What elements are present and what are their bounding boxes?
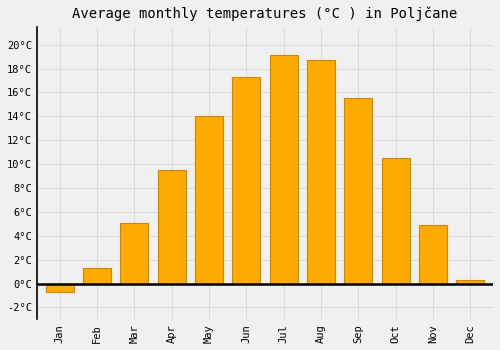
- Bar: [270, 55, 297, 284]
- Bar: [307, 60, 335, 284]
- Title: Average monthly temperatures (°C ) in Poljčane: Average monthly temperatures (°C ) in Po…: [72, 7, 458, 21]
- Bar: [120, 223, 148, 284]
- Bar: [83, 268, 111, 284]
- Bar: [344, 98, 372, 284]
- Bar: [419, 225, 447, 284]
- Bar: [456, 280, 484, 284]
- Bar: [158, 170, 186, 284]
- Bar: [382, 158, 409, 284]
- Bar: [232, 77, 260, 284]
- Bar: [195, 116, 223, 284]
- Bar: [46, 284, 74, 292]
